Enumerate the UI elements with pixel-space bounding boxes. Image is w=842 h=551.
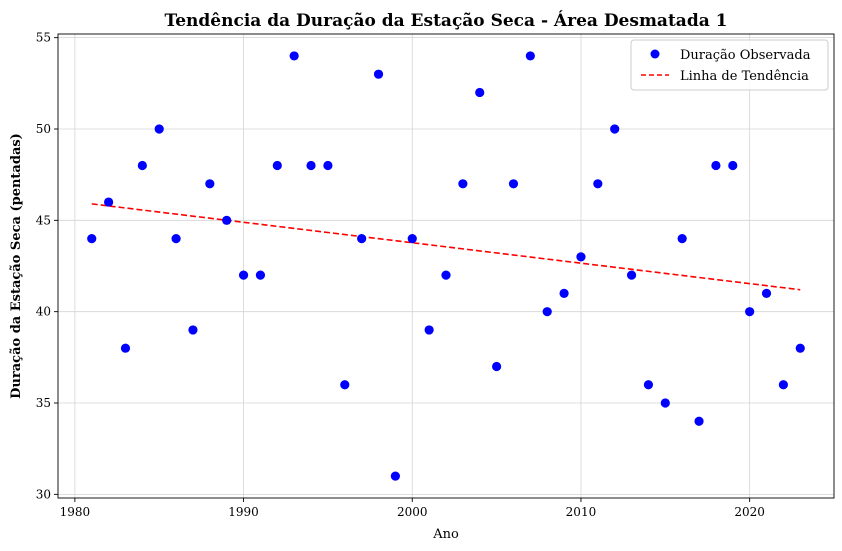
- data-point: [390, 471, 400, 481]
- data-point: [340, 380, 350, 390]
- y-tick-label: 45: [36, 213, 51, 227]
- data-point: [120, 343, 131, 353]
- legend-label-observed: Duração Observada: [680, 48, 811, 63]
- data-point: [778, 380, 788, 390]
- data-point: [559, 288, 569, 299]
- data-point: [761, 288, 772, 299]
- x-axis-label: Ano: [432, 527, 459, 542]
- data-point: [222, 215, 232, 225]
- data-point: [441, 270, 451, 280]
- legend-scatter-marker: [650, 49, 660, 59]
- y-tick-label: 40: [36, 305, 51, 319]
- data-point: [171, 233, 181, 244]
- data-point: [104, 197, 114, 207]
- data-point: [373, 69, 384, 79]
- ticks-layer: 1980 1990 2000 2010 2020 30 35 40 45 50 55: [36, 31, 765, 519]
- data-point: [610, 124, 620, 134]
- data-point: [492, 361, 502, 372]
- data-point: [626, 270, 637, 280]
- data-point: [576, 252, 586, 262]
- data-point: [475, 87, 485, 98]
- x-tick-label: 2020: [734, 505, 765, 519]
- data-point: [711, 160, 721, 171]
- y-tick-label: 30: [36, 487, 51, 501]
- data-point: [188, 325, 198, 335]
- y-axis-label: Duração da Estação Seca (pentadas): [9, 133, 24, 399]
- data-point: [745, 307, 755, 317]
- trend-layer: [91, 203, 801, 291]
- data-point: [508, 179, 519, 189]
- data-point: [795, 343, 805, 353]
- points-layer: [87, 51, 805, 481]
- data-point: [643, 380, 654, 390]
- legend: Duração Observada Linha de Tendência: [630, 39, 829, 91]
- x-tick-label: 1990: [228, 505, 259, 519]
- grid-layer: [58, 34, 834, 498]
- data-point: [205, 179, 215, 189]
- y-tick-label: 50: [36, 122, 51, 136]
- data-point: [357, 233, 367, 244]
- data-point: [694, 416, 704, 426]
- x-tick-label: 2000: [397, 505, 428, 519]
- data-point: [677, 233, 687, 244]
- plot-frame: [57, 33, 835, 499]
- data-point: [660, 398, 670, 408]
- data-point: [137, 160, 147, 171]
- legend-label-trend: Linha de Tendência: [680, 69, 809, 84]
- legend-box: [630, 39, 829, 91]
- y-tick-label: 35: [36, 396, 51, 410]
- data-point: [424, 325, 434, 335]
- data-point: [238, 270, 249, 280]
- data-point: [272, 160, 282, 171]
- data-point: [525, 51, 535, 61]
- data-point: [593, 179, 603, 189]
- data-point: [458, 179, 468, 189]
- trend-line: [91, 203, 801, 291]
- data-point: [407, 233, 417, 244]
- data-point: [728, 160, 738, 171]
- data-point: [154, 124, 164, 134]
- data-point: [87, 233, 97, 244]
- data-point: [542, 307, 552, 317]
- data-point: [289, 51, 299, 61]
- chart-title: Tendência da Duração da Estação Seca - Á…: [165, 10, 728, 31]
- y-tick-label: 55: [36, 31, 51, 45]
- x-tick-label: 1980: [60, 505, 91, 519]
- data-point: [323, 160, 333, 171]
- data-point: [255, 270, 266, 280]
- x-tick-label: 2010: [566, 505, 597, 519]
- data-point: [306, 160, 316, 171]
